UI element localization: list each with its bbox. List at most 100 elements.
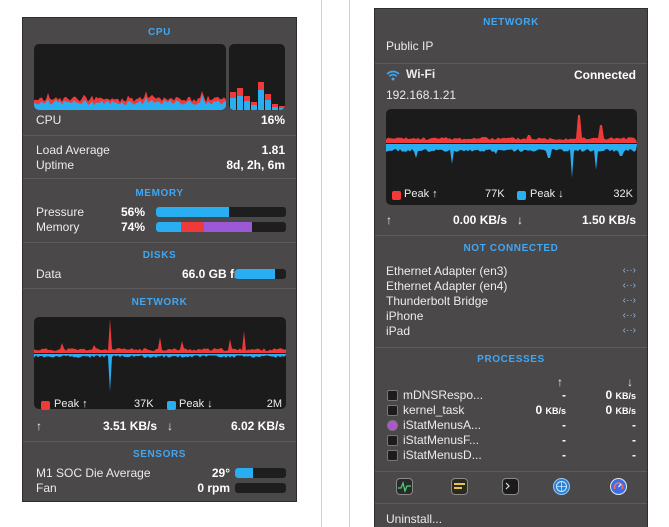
- process-name: iStatMenusD...: [403, 448, 482, 462]
- uptime-value: 8d, 2h, 6m: [226, 158, 285, 172]
- process-download-value: -: [632, 448, 636, 462]
- separator: [23, 441, 296, 442]
- process-download-value: -: [632, 418, 636, 432]
- upload-arrow-icon: ↑: [386, 213, 392, 227]
- process-upload-value: 0 KB/s: [535, 403, 566, 417]
- process-download-value-number: 0: [605, 388, 613, 402]
- process-upload-value: -: [562, 388, 566, 402]
- disk-data-value: 66.0 GB free: [181, 267, 252, 281]
- download-arrow-icon: ↓: [167, 419, 173, 433]
- cpu-core-bar-user: [237, 96, 243, 110]
- upload-history-area: [34, 319, 286, 353]
- not-connected-item-label: iPhone: [386, 309, 424, 323]
- pressure-label: Pressure: [36, 205, 85, 219]
- process-upload-value: -: [562, 433, 566, 447]
- window-divider-left: [321, 0, 322, 527]
- cpu-core-bar-user: [258, 90, 264, 110]
- process-upload-value-number: -: [562, 448, 566, 462]
- uptime-label: Uptime: [36, 158, 75, 172]
- network-history-chart: [34, 319, 286, 392]
- memory-section-title: MEMORY: [135, 188, 184, 199]
- cpu-history-graph: [34, 44, 226, 110]
- process-name: iStatMenusA...: [403, 418, 482, 432]
- wifi-icon: [386, 68, 400, 86]
- network-utility-icon[interactable]: [553, 478, 570, 495]
- load-average-label: Load Average: [36, 143, 110, 157]
- soc-temp-fill: [235, 468, 253, 478]
- not-connected-item-label: iPad: [386, 324, 411, 338]
- link-icon: ‹··›: [622, 280, 636, 291]
- peak-download-value: 2M: [266, 398, 282, 410]
- network-history-graph: [34, 317, 286, 409]
- separator: [375, 347, 647, 348]
- upload-rate: 0.00 KB/s: [453, 213, 508, 227]
- process-download-value-number: 0: [605, 403, 613, 417]
- process-upload-value-number: 0: [535, 403, 543, 417]
- disk-usage-fill: [235, 269, 275, 279]
- cpu-core-bar-user: [244, 101, 250, 110]
- wifi-network-graph: [386, 109, 637, 205]
- separator: [375, 471, 647, 472]
- separator: [375, 235, 647, 236]
- process-name: iStatMenusF...: [403, 433, 480, 447]
- istat-network-panel: NETWORK Public IP Wi-Fi Connected 192.16…: [374, 8, 648, 527]
- cpu-core-bar-user: [230, 98, 236, 110]
- cpu-core-bar-user: [251, 105, 257, 110]
- peak-download-value: 32K: [613, 188, 633, 200]
- istat-icon[interactable]: [610, 478, 627, 495]
- public-ip-label: Public IP: [386, 39, 434, 53]
- download-history-area: [34, 354, 286, 392]
- cpu-core-bar-user: [265, 100, 271, 110]
- uninstall-button[interactable]: Uninstall...: [386, 512, 443, 526]
- cpu-core-chart: [230, 82, 285, 110]
- process-download-value: 0 KB/s: [605, 388, 636, 402]
- upload-arrow-icon: ↑: [36, 419, 42, 433]
- cpu-label: CPU: [36, 113, 62, 127]
- process-download-value: 0 KB/s: [605, 403, 636, 417]
- peak-upload-label: Peak ↑: [404, 188, 438, 200]
- process-download-value-unit: KB/s: [615, 391, 636, 401]
- peak-upload-value: 37K: [134, 398, 154, 410]
- process-name: mDNSRespo...: [403, 388, 484, 402]
- cpu-user-area: [34, 94, 226, 110]
- network-section-title: NETWORK: [131, 297, 188, 308]
- terminal-icon[interactable]: [502, 478, 519, 495]
- fan-value: 0 rpm: [197, 481, 230, 495]
- processes-section-title: PROCESSES: [477, 354, 545, 365]
- process-icon: [387, 420, 398, 431]
- soc-temp-bar: [235, 468, 286, 478]
- process-icon: [387, 390, 398, 401]
- download-history-area: [386, 144, 637, 178]
- load-average-value: 1.81: [261, 143, 285, 157]
- fan-bar: [235, 483, 286, 493]
- cpu-core-bar-user: [272, 107, 278, 110]
- process-icon: [387, 450, 398, 461]
- process-download-value-unit: KB/s: [615, 406, 636, 416]
- pressure-bar-fill: [156, 207, 229, 217]
- network-section-title: NETWORK: [483, 17, 539, 28]
- cpu-core-bar-user: [279, 108, 285, 110]
- fan-label: Fan: [36, 481, 57, 495]
- memory-bar-fill: [156, 222, 253, 232]
- peak-upload-swatch: [41, 401, 50, 410]
- console-icon[interactable]: [451, 478, 468, 495]
- peak-download-label: Peak ↓: [179, 398, 213, 410]
- wifi-status: Connected: [573, 68, 636, 82]
- soc-temp-label: M1 SOC Die Average: [36, 466, 151, 480]
- pressure-value: 56%: [120, 205, 145, 219]
- istat-combined-panel: CPU CPU 16% Load Average 1.81 Uptime 8d,…: [22, 17, 297, 502]
- separator: [375, 503, 647, 504]
- pressure-bar: [156, 207, 286, 217]
- process-upload-value-number: -: [562, 388, 566, 402]
- separator: [23, 135, 296, 136]
- sensors-section-title: SENSORS: [132, 449, 187, 460]
- process-name: kernel_task: [403, 403, 465, 417]
- link-icon: ‹··›: [622, 310, 636, 321]
- not-connected-section-title: NOT CONNECTED: [463, 243, 559, 254]
- disk-usage-bar: [235, 269, 286, 279]
- process-icon: [387, 435, 398, 446]
- process-download-value: -: [632, 433, 636, 447]
- activity-monitor-icon[interactable]: [396, 478, 413, 495]
- process-download-value-number: -: [632, 418, 636, 432]
- process-upload-value-number: -: [562, 433, 566, 447]
